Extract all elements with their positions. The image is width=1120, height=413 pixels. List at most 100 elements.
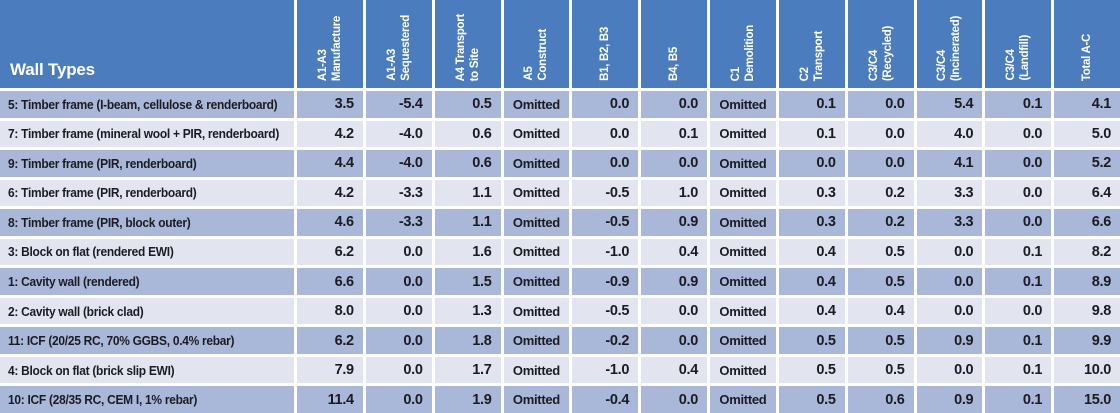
value-cell-label: 1.8 (472, 332, 492, 349)
value-cell: 0.1 (778, 91, 845, 118)
row-label-label: 7: Timber frame (mineral wool + PIR, ren… (8, 126, 280, 142)
value-cell-label: 0.0 (678, 332, 699, 349)
value-cell-label: 1.0 (678, 184, 699, 201)
value-cell: 0.6 (434, 150, 501, 177)
value-cell-label: 0.6 (472, 125, 492, 142)
value-cell: 1.1 (434, 209, 501, 236)
value-cell-label: -5.4 (398, 96, 423, 113)
value-cell: 5.2 (1054, 150, 1120, 177)
value-cell: 0.0 (847, 150, 914, 177)
value-cell: 4.0 (916, 120, 983, 148)
value-cell-label: -0.5 (605, 184, 630, 201)
value-cell-label: 0.1 (1022, 243, 1043, 260)
value-cell-label: 0.0 (1022, 214, 1043, 231)
value-cell-label: 0.0 (678, 96, 699, 113)
column-header: C1 Demolition (710, 0, 776, 88)
value-cell-label: 0.9 (954, 332, 974, 349)
value-cell-label: 6.6 (334, 273, 355, 290)
omitted-cell: Omitted (710, 179, 776, 207)
value-cell-label: 0.5 (885, 362, 905, 379)
value-cell: 1.3 (434, 297, 501, 325)
value-cell-label: 0.0 (609, 125, 630, 142)
column-header: Total A-C (1054, 0, 1120, 88)
value-cell: 0.0 (641, 327, 707, 354)
row-label: 5: Timber frame (I-beam, cellulose & ren… (0, 91, 294, 118)
column-header-wall-types: Wall Types (0, 0, 294, 88)
omitted-cell: Omitted (503, 150, 570, 177)
omitted-cell-label: Omitted (512, 274, 560, 290)
value-cell: 0.1 (778, 120, 845, 148)
value-cell-label: 4.1 (1091, 96, 1112, 113)
value-cell-label: 0.0 (885, 125, 905, 142)
row-label-label: 9: Timber frame (PIR, renderboard) (8, 155, 197, 171)
value-cell-label: 3.5 (334, 96, 355, 113)
value-cell-label: 0.5 (885, 273, 905, 290)
row-label: 11: ICF (20/25 RC, 70% GGBS, 0.4% rebar) (0, 327, 294, 354)
value-cell: 0.0 (365, 386, 432, 413)
omitted-cell: Omitted (503, 91, 570, 118)
value-cell-label: 3.3 (954, 214, 974, 231)
value-cell-label: 0.5 (816, 332, 836, 349)
value-cell-label: 0.5 (816, 391, 836, 408)
value-cell: 4.2 (297, 120, 363, 148)
value-cell-label: 0.0 (678, 155, 699, 172)
value-cell: 0.0 (985, 120, 1052, 148)
omitted-cell-label: Omitted (512, 155, 560, 171)
value-cell-label: 7.9 (334, 362, 355, 379)
value-cell-label: 0.0 (954, 273, 974, 290)
value-cell: 3.3 (916, 209, 983, 236)
column-header-label: A4 Transport to Site (454, 13, 481, 81)
value-cell: 3.5 (297, 91, 363, 118)
value-cell: -0.5 (572, 209, 639, 236)
row-label-label: 3: Block on flat (rendered EWI) (8, 244, 174, 260)
value-cell: 0.4 (778, 268, 845, 295)
value-cell-label: 4.1 (954, 155, 974, 172)
value-cell-label: 5.0 (1091, 125, 1112, 142)
value-cell-label: 0.5 (885, 243, 905, 260)
omitted-cell-label: Omitted (719, 96, 767, 112)
value-cell-label: 0.0 (678, 303, 699, 320)
value-cell: 0.4 (847, 297, 914, 325)
omitted-cell: Omitted (710, 209, 776, 236)
value-cell-label: 0.3 (816, 214, 836, 231)
column-header: C3/C4 (Landfill) (985, 0, 1052, 88)
value-cell: 0.3 (778, 179, 845, 207)
value-cell-label: -3.3 (398, 184, 423, 201)
value-cell-label: 0.4 (816, 243, 836, 260)
value-cell: 1.7 (434, 356, 501, 384)
value-cell-label: 6.2 (334, 243, 355, 260)
value-cell: 0.1 (985, 91, 1052, 118)
value-cell-label: 0.2 (885, 184, 905, 201)
value-cell-label: 0.0 (403, 332, 423, 349)
row-label: 3: Block on flat (rendered EWI) (0, 238, 294, 266)
value-cell-label: 4.4 (334, 155, 355, 172)
value-cell-label: 0.4 (678, 362, 699, 379)
column-header-label: C3/C4 (Incinerated) (936, 15, 963, 81)
omitted-cell-label: Omitted (719, 333, 767, 349)
row-label-label: 1: Cavity wall (rendered) (8, 274, 140, 290)
value-cell: 1.6 (434, 238, 501, 266)
value-cell: 0.6 (434, 120, 501, 148)
value-cell-label: 11.4 (327, 391, 355, 408)
value-cell: 0.0 (985, 209, 1052, 236)
value-cell: 0.5 (778, 356, 845, 384)
omitted-cell-label: Omitted (719, 155, 767, 171)
value-cell-label: -0.9 (605, 273, 630, 290)
value-cell: 9.9 (1054, 327, 1120, 354)
omitted-cell-label: Omitted (512, 244, 560, 260)
row-label-label: 10: ICF (28/35 RC, CEM I, 1% rebar) (8, 392, 198, 408)
value-cell: -1.0 (572, 356, 639, 384)
value-cell: 0.1 (985, 268, 1052, 295)
row-label-label: 2: Cavity wall (brick clad) (8, 303, 144, 319)
value-cell: 0.0 (985, 179, 1052, 207)
value-cell: 0.0 (778, 150, 845, 177)
value-cell: -1.0 (572, 238, 639, 266)
value-cell: 0.4 (641, 356, 707, 384)
value-cell: 0.9 (916, 327, 983, 354)
value-cell: 8.9 (1054, 268, 1120, 295)
omitted-cell-label: Omitted (719, 392, 767, 408)
value-cell-label: 0.6 (472, 155, 492, 172)
value-cell-label: 0.0 (1022, 155, 1043, 172)
omitted-cell-label: Omitted (719, 274, 767, 290)
value-cell-label: 0.1 (816, 96, 836, 113)
